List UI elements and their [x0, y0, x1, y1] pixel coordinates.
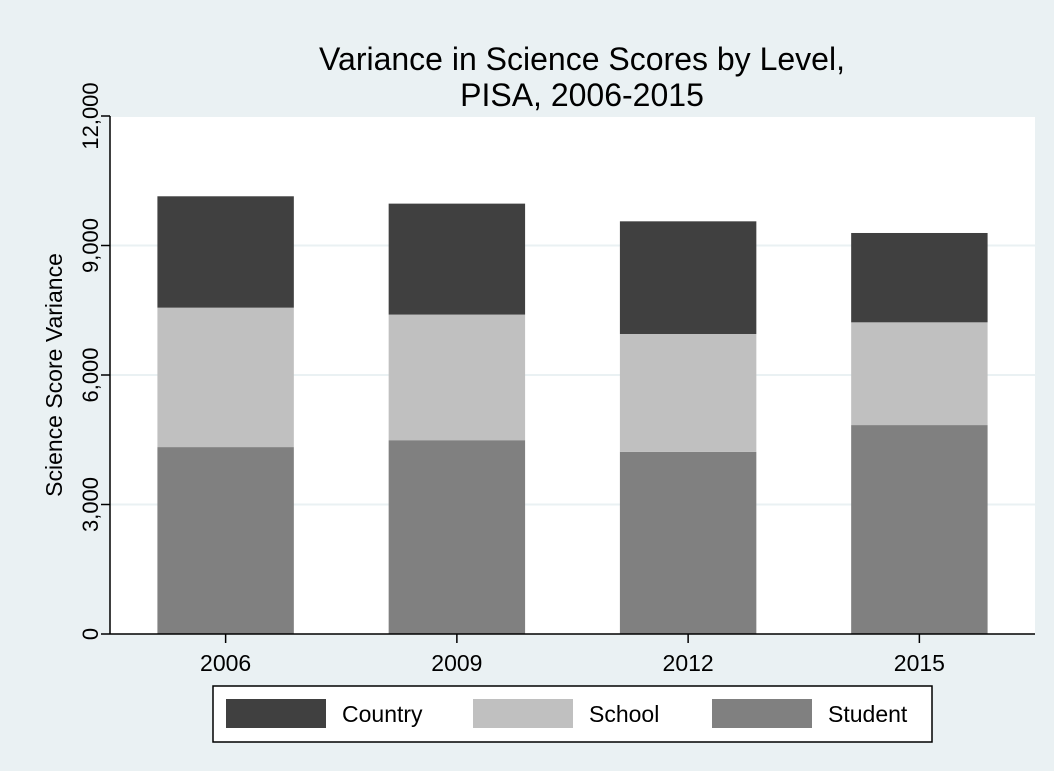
legend-label-country: Country	[342, 701, 423, 727]
y-axis-ticks: 0 3,000 6,000 9,000 12,000	[78, 82, 110, 640]
legend-label-school: School	[589, 701, 659, 727]
bar-school-2012	[619, 333, 757, 452]
legend-swatch-country	[226, 699, 326, 728]
y-tick-label-4: 12,000	[78, 82, 103, 149]
legend-items: Country School Student	[226, 699, 908, 728]
bar-student-2012	[619, 451, 757, 634]
legend: Country School Student	[212, 685, 933, 743]
y-axis-label: Science Score Variance	[41, 253, 67, 497]
bar-student-2006	[157, 447, 294, 634]
legend-swatch-school	[473, 699, 573, 728]
bar-school-2009	[388, 314, 526, 441]
bars	[157, 196, 988, 634]
x-tick-label-2006: 2006	[200, 650, 251, 676]
bar-school-2015	[851, 322, 988, 426]
chart-title: Variance in Science Scores by Level,	[319, 41, 845, 77]
bar-country-2015	[851, 232, 988, 323]
bar-school-2006	[157, 307, 294, 448]
y-tick-label-2: 6,000	[78, 347, 103, 402]
x-tick-label-2015: 2015	[894, 650, 945, 676]
legend-label-student: Student	[828, 701, 908, 727]
chart-subtitle: PISA, 2006-2015	[460, 77, 704, 113]
bar-student-2015	[851, 425, 988, 634]
x-tick-label-2009: 2009	[431, 650, 482, 676]
x-tick-label-2012: 2012	[663, 650, 714, 676]
bar-country-2009	[388, 203, 526, 315]
y-tick-label-3: 9,000	[78, 218, 103, 273]
legend-swatch-student	[712, 699, 812, 728]
y-tick-label-0: 0	[78, 628, 103, 640]
bar-country-2006	[157, 196, 294, 308]
x-axis-ticks: 2006 2009 2012 2015	[200, 634, 945, 676]
bar-student-2009	[388, 440, 526, 634]
y-tick-label-1: 3,000	[78, 477, 103, 532]
bar-country-2012	[619, 221, 757, 334]
